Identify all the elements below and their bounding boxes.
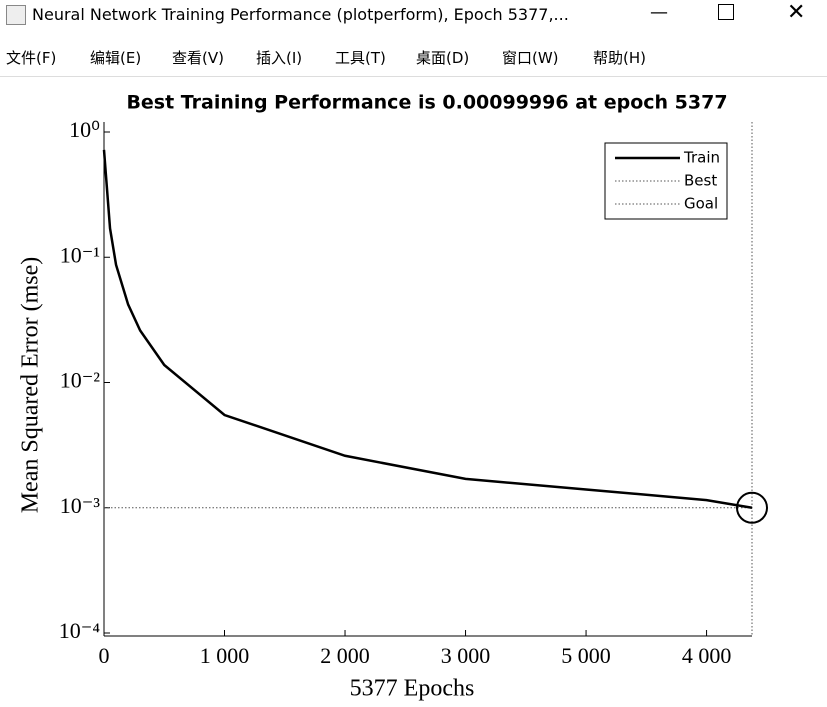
train-line [102, 149, 753, 509]
close-button[interactable]: ✕ [787, 0, 806, 25]
legend-box [604, 142, 728, 220]
minimize-button[interactable]: — [650, 2, 668, 23]
y-tick-label: 10⁰ [69, 117, 100, 142]
x-tick-label: 2 000 [320, 643, 370, 668]
chart-title: Best Training Performance is 0.00099996 … [126, 92, 727, 114]
app-icon [6, 5, 26, 25]
x-tick-label: 4 000 [682, 643, 732, 668]
legend-label: Best [684, 172, 717, 190]
y-tick-label: 10⁻⁴ [59, 618, 101, 643]
y-tick-label: 10⁻¹ [60, 242, 100, 267]
menu-item[interactable]: 窗口(W) [502, 49, 559, 67]
window-title: Neural Network Training Performance (plo… [32, 5, 569, 24]
menu-item[interactable]: 工具(T) [335, 49, 386, 67]
x-axis-label: 5377 Epochs [350, 676, 475, 702]
title-bar: Neural Network Training Performance (plo… [0, 0, 827, 30]
y-tick-label: 10⁻² [60, 368, 101, 393]
y-axis-label: Mean Squared Error (mse) [18, 257, 44, 514]
x-tick-label: 5 000 [561, 643, 611, 668]
legend-label: Goal [684, 195, 718, 213]
menu-item[interactable]: 查看(V) [172, 49, 224, 67]
menu-bar: 文件(F) 编辑(E) 查看(V) 插入(I) 工具(T) 桌面(D) 窗口(W) 帮助(H) [0, 40, 827, 77]
menu-item[interactable]: 文件(F) [6, 49, 57, 67]
menu-item[interactable]: 插入(I) [256, 49, 303, 67]
best-marker [736, 491, 768, 524]
menu-item[interactable]: 帮助(H) [593, 49, 646, 67]
x-tick-label: 1 000 [200, 643, 250, 668]
x-tick-label: 0 [99, 643, 110, 668]
legend-label: Train [683, 149, 720, 167]
y-tick-label: 10⁻³ [60, 493, 101, 518]
menu-item[interactable]: 桌面(D) [416, 49, 470, 67]
maximize-button[interactable] [718, 4, 734, 20]
menu-item[interactable]: 编辑(E) [90, 49, 142, 67]
x-tick-label: 3 000 [441, 643, 491, 668]
